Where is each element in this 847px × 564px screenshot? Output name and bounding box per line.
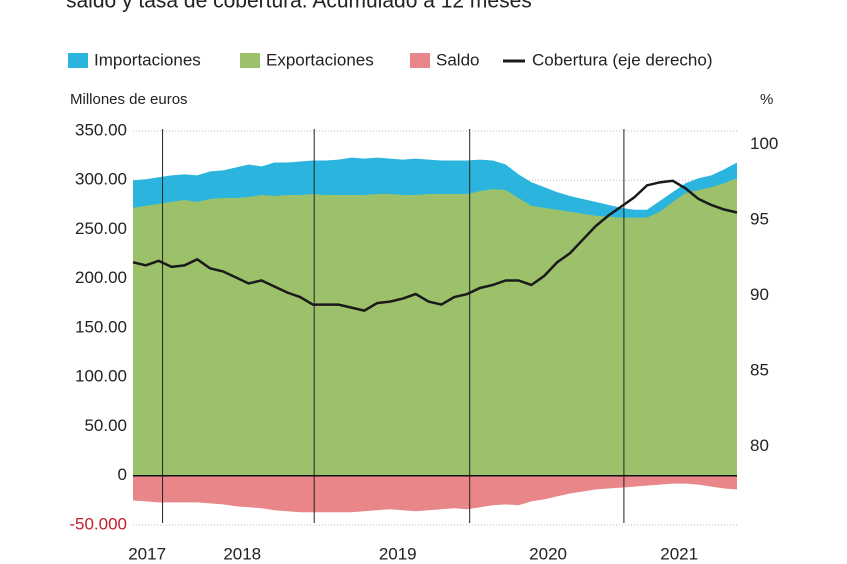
y-tick-label: 350.00 (75, 120, 127, 139)
x-tick-label: 2018 (223, 544, 261, 563)
legend-label: Cobertura (eje derecho) (532, 50, 712, 69)
x-tick-label: 2017 (128, 544, 166, 563)
y2-tick-label: 100 (750, 134, 778, 153)
y-tick-label: 300.00 (75, 170, 127, 189)
y2-tick-label: 95 (750, 210, 769, 229)
area (133, 178, 737, 476)
x-tick-label: 2021 (660, 544, 698, 563)
legend-swatch (68, 53, 88, 68)
x-tick-label: 2019 (379, 544, 417, 563)
legend-swatch (410, 53, 430, 68)
legend-label: Saldo (436, 50, 479, 69)
x-tick-label: 2020 (529, 544, 567, 563)
y-tick-label: 100.00 (75, 367, 127, 386)
y-tick-label: 200.00 (75, 268, 127, 287)
chart-title: saldo y tasa de cobertura. Acumulado a 1… (66, 0, 532, 13)
y-tick-label: -50.000 (69, 514, 127, 533)
y-tick-label: 50.00 (84, 416, 127, 435)
legend-label: Exportaciones (266, 50, 374, 69)
y2-tick-label: 80 (750, 436, 769, 455)
y-axis-label: Millones de euros (70, 91, 188, 108)
y2-tick-label: 90 (750, 285, 769, 304)
legend-swatch (240, 53, 260, 68)
line (132, 179, 738, 312)
area (133, 475, 737, 513)
legend-label: Importaciones (94, 50, 201, 69)
y2-tick-label: 85 (750, 361, 769, 380)
y-tick-label: 0 (118, 465, 127, 484)
y-tick-label: 250.00 (75, 219, 127, 238)
y2-axis-label: % (760, 91, 773, 108)
y-tick-label: 150.00 (75, 317, 127, 336)
